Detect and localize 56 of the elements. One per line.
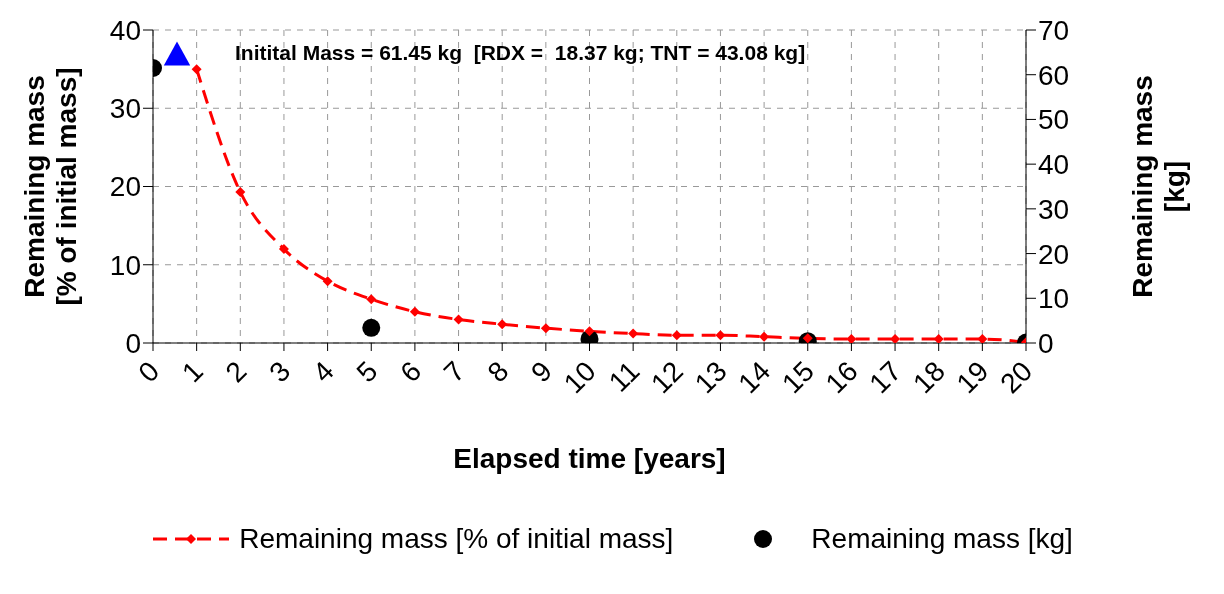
x-tick-label: 5	[350, 355, 384, 389]
x-tick-label: 13	[688, 355, 733, 400]
point	[933, 334, 944, 343]
point	[235, 186, 246, 197]
x-tick-label: 16	[819, 355, 864, 400]
x-axis-title: Elapsed time [years]	[453, 443, 726, 474]
y-tick-label: 40	[109, 14, 141, 46]
x-tick-label: 14	[732, 355, 777, 400]
y2-tick-label: 10	[1038, 283, 1070, 315]
x-tick-label: 8	[481, 355, 515, 389]
y2-tick-label: 40	[1038, 149, 1070, 181]
x-tick-label: 2	[219, 355, 253, 389]
y-tick-label: 30	[109, 93, 141, 125]
x-tick-label: 10	[557, 355, 602, 400]
annotation: Initital Mass = 61.45 kg [RDX = 18.37 kg; TNT = 43.08 kg]	[235, 41, 806, 65]
y2-tick-label: 20	[1038, 238, 1070, 270]
point	[497, 319, 508, 330]
legend-label: Remaining mass [kg]	[811, 523, 1073, 555]
x-tick-label: 18	[906, 355, 951, 400]
point	[191, 64, 202, 75]
y-tick-label: 20	[109, 171, 141, 203]
point	[322, 276, 333, 287]
point	[802, 333, 813, 343]
x-tick-label: 6	[394, 355, 428, 389]
point	[890, 334, 901, 343]
point	[540, 323, 551, 334]
point	[278, 244, 289, 255]
point	[163, 41, 191, 66]
x-tick-label: 17	[863, 355, 908, 400]
x-tick-label: 20	[994, 355, 1039, 400]
x-tick-label: 12	[645, 355, 690, 400]
x-tick-label: 1	[175, 355, 209, 389]
point	[715, 330, 726, 341]
y-tick-label: 10	[109, 249, 141, 281]
x-tick-label: 11	[602, 355, 646, 398]
point	[846, 334, 857, 343]
x-tick-label: 19	[950, 355, 995, 400]
x-tick-label: 4	[306, 355, 340, 389]
y2-tick-label: 50	[1038, 104, 1070, 136]
x-tick-label: 9	[525, 355, 559, 389]
point	[628, 328, 639, 339]
point	[671, 330, 682, 341]
x-tick-label: 15	[776, 355, 820, 400]
point	[977, 334, 988, 343]
y2-tick-label: 60	[1038, 59, 1070, 91]
x-tick-label: 3	[263, 355, 297, 389]
y2-tick-label: 70	[1038, 14, 1070, 46]
point	[366, 294, 377, 305]
point	[453, 314, 464, 325]
x-tick-label: 7	[437, 355, 471, 389]
point	[409, 306, 420, 317]
legend-label: Remaining mass [% of initial mass]	[239, 523, 674, 555]
y2-axis-title: Remaining mass [kg]	[1127, 75, 1190, 298]
y-axis-title: Remaining mass [% of initial mass]	[19, 67, 82, 306]
y2-tick-label: 0	[1038, 327, 1054, 359]
y2-tick-label: 30	[1038, 193, 1070, 225]
